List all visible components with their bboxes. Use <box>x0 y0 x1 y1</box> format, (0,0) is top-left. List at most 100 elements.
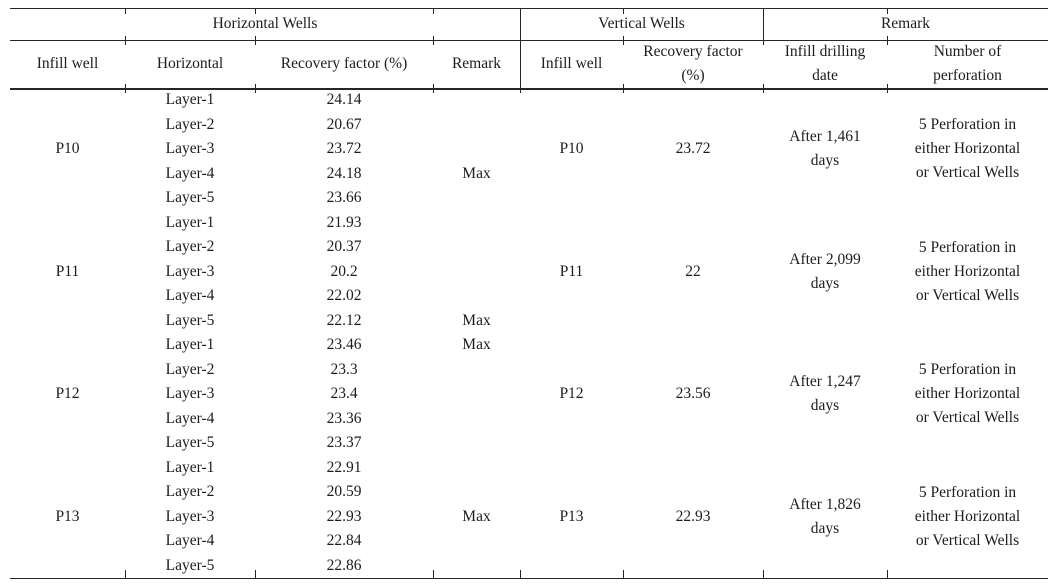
layer-cell: Layer-2 <box>165 238 215 256</box>
layer-cell: Layer-5 <box>165 434 215 452</box>
perforation-cell: 5 Perforation in either Horizontal or Ve… <box>887 456 1048 579</box>
column-tick <box>433 570 434 579</box>
layer-cell: Layer-4 <box>165 287 215 305</box>
drilling-date-cell: After 1,826 days <box>763 456 887 579</box>
well-id-horizontal: P13 <box>55 507 80 525</box>
layer-cell: Layer-4 <box>165 164 215 182</box>
table-grid: Horizontal Wells Vertical Wells Remark I… <box>10 8 1048 578</box>
col-header-infill-well-horizontal: Infill well <box>36 55 99 72</box>
recovery-cell: 20.2 <box>330 262 358 280</box>
column-tick <box>623 84 624 93</box>
column-tick <box>887 84 888 93</box>
column-tick <box>255 570 256 579</box>
max-remark-cell <box>433 554 520 579</box>
recovery-cell: 24.18 <box>326 164 362 182</box>
recovery-cell: 23.3 <box>330 360 358 378</box>
well-id-vertical: P13 <box>559 507 584 525</box>
layer-cell: Layer-4 <box>165 532 215 550</box>
column-tick <box>255 8 256 14</box>
recovery-cell: 22.02 <box>326 287 362 305</box>
max-remark-cell <box>433 529 520 554</box>
recovery-cell: 22.12 <box>326 311 362 329</box>
max-remark-cell <box>433 137 520 162</box>
perforation-label: 5 Perforation in either Horizontal or Ve… <box>914 483 1021 549</box>
drilling-date-cell: After 2,099 days <box>763 211 887 334</box>
well-id-vertical: P12 <box>559 385 584 403</box>
layer-cell: Layer-1 <box>165 336 215 354</box>
column-tick <box>763 84 764 93</box>
recovery-cell: 20.67 <box>326 115 362 133</box>
column-tick <box>887 8 888 14</box>
layer-cell: Layer-3 <box>165 507 215 525</box>
column-tick <box>433 84 434 93</box>
table-rule-top <box>10 8 1048 9</box>
max-remark-cell <box>433 358 520 383</box>
col-header-recovery-factor-horizontal: Recovery factor (%) <box>280 55 408 72</box>
vertical-recovery-cell: 22.93 <box>675 507 711 525</box>
table-divider-vertical-wells-group <box>520 8 521 88</box>
table-rule-under-column-header <box>10 88 1048 90</box>
group-header-remark: Remark <box>880 15 931 32</box>
max-remark-cell <box>433 480 520 505</box>
table-rule-under-group-header <box>10 40 1048 41</box>
drilling-date-label: After 1,247 days <box>789 373 861 415</box>
perforation-label: 5 Perforation in either Horizontal or Ve… <box>914 238 1021 304</box>
layer-cell: Layer-2 <box>165 115 215 133</box>
drilling-date-label: After 1,826 days <box>789 495 861 537</box>
recovery-cell: 24.14 <box>326 91 362 109</box>
col-header-recovery-factor-vertical: Recovery factor (%) <box>623 40 763 88</box>
max-remark-cell <box>433 211 520 236</box>
recovery-cell: 23.66 <box>326 189 362 207</box>
max-remark-cell <box>433 431 520 456</box>
well-id-horizontal: P10 <box>55 140 80 158</box>
table-rule-bottom <box>10 578 1048 579</box>
max-remark-cell <box>433 113 520 138</box>
layer-cell: Layer-2 <box>165 360 215 378</box>
col-header-infill-drilling-date-label: Infill drilling date <box>784 43 866 84</box>
layer-cell: Layer-1 <box>165 213 215 231</box>
layer-cell: Layer-3 <box>165 262 215 280</box>
recovery-cell: 23.4 <box>330 385 358 403</box>
recovery-cell: 23.72 <box>326 140 362 158</box>
column-tick <box>125 36 126 45</box>
col-header-horizontal: Horizontal <box>156 55 224 72</box>
max-remark-cell <box>433 88 520 113</box>
layer-cell: Layer-4 <box>165 409 215 427</box>
layer-cell: Layer-3 <box>165 385 215 403</box>
column-tick <box>433 36 434 45</box>
max-remark-cell: Max <box>462 507 491 525</box>
recovery-cell: 20.59 <box>326 483 362 501</box>
group-header-vertical-wells: Vertical Wells <box>598 15 685 32</box>
column-tick <box>763 570 764 579</box>
vertical-recovery-cell: 23.56 <box>675 385 711 403</box>
max-remark-cell <box>433 456 520 481</box>
layer-cell: Layer-5 <box>165 189 215 207</box>
vertical-recovery-cell: 22 <box>685 262 701 280</box>
layer-cell: Layer-1 <box>165 91 215 109</box>
column-tick <box>255 36 256 45</box>
column-tick <box>763 36 764 45</box>
layer-cell: Layer-3 <box>165 140 215 158</box>
column-tick <box>887 36 888 45</box>
recovery-cell: 22.84 <box>326 532 362 550</box>
layer-cell: Layer-1 <box>165 458 215 476</box>
group-header-horizontal-wells: Horizontal Wells <box>212 15 318 32</box>
max-remark-cell: Max <box>462 336 491 354</box>
max-remark-cell <box>433 284 520 309</box>
max-remark-cell <box>433 260 520 285</box>
well-id-vertical: P10 <box>559 140 584 158</box>
max-remark-cell: Max <box>462 311 491 329</box>
perforation-label: 5 Perforation in either Horizontal or Ve… <box>914 116 1021 182</box>
col-header-number-of-perforation: Number of perforation <box>887 40 1048 88</box>
col-header-infill-drilling-date: Infill drilling date <box>763 40 887 88</box>
column-tick <box>433 8 434 14</box>
perforation-cell: 5 Perforation in either Horizontal or Ve… <box>887 211 1048 334</box>
column-tick <box>623 36 624 45</box>
layer-cell: Layer-5 <box>165 556 215 574</box>
max-remark-cell <box>433 235 520 260</box>
max-remark-cell <box>433 186 520 211</box>
well-id-vertical: P11 <box>559 262 584 280</box>
max-remark-cell <box>433 407 520 432</box>
col-header-number-of-perforation-label: Number of perforation <box>933 43 1002 84</box>
column-tick <box>255 84 256 93</box>
